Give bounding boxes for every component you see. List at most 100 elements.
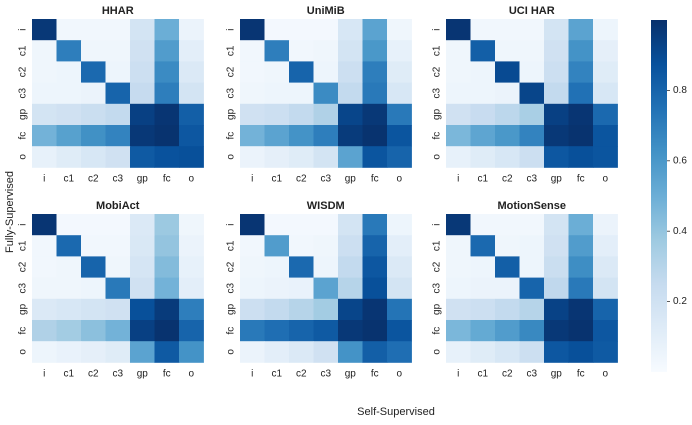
heatmap-cell bbox=[544, 103, 569, 126]
heatmap-cell bbox=[289, 214, 314, 236]
heatmap-cell bbox=[470, 40, 496, 62]
heatmap-cell bbox=[446, 146, 471, 168]
heatmap-cell bbox=[387, 146, 412, 168]
y-tick-label: c1 bbox=[432, 45, 443, 56]
heatmap-cell bbox=[81, 103, 106, 126]
heatmap-cell bbox=[289, 320, 314, 342]
heatmap-cell bbox=[387, 341, 412, 363]
x-tick-label: fc bbox=[577, 173, 585, 184]
heatmap-cell bbox=[338, 40, 363, 62]
heatmap-cell bbox=[446, 298, 471, 321]
heatmap-cell bbox=[544, 256, 569, 278]
heatmap-cell bbox=[338, 214, 363, 236]
y-tick-label: c3 bbox=[18, 282, 29, 293]
heatmap-cell bbox=[264, 125, 290, 147]
heatmap-cell bbox=[81, 19, 106, 41]
heatmap-cell bbox=[130, 40, 155, 62]
heatmap-cell bbox=[568, 19, 594, 41]
heatmap-cell bbox=[289, 19, 314, 41]
heatmap-cell bbox=[338, 61, 363, 83]
y-tick-label: i bbox=[226, 223, 237, 225]
heatmap-cell bbox=[446, 103, 471, 126]
heatmap-cell bbox=[289, 125, 314, 147]
panel-title: MobiAct bbox=[96, 200, 140, 212]
heatmap-cell bbox=[470, 341, 496, 363]
heatmap-cell bbox=[495, 103, 520, 126]
heatmap-cell bbox=[130, 235, 155, 257]
heatmap-cell bbox=[81, 277, 106, 300]
x-tick-label: c3 bbox=[320, 368, 331, 379]
x-tick-label: c3 bbox=[320, 173, 331, 184]
heatmap-cell bbox=[179, 82, 204, 105]
heatmap-cell bbox=[289, 341, 314, 363]
heatmap-cell bbox=[387, 277, 412, 300]
x-tick-label: gp bbox=[345, 368, 357, 379]
x-tick-label: o bbox=[602, 368, 608, 379]
heatmap-cell bbox=[154, 341, 180, 363]
heatmap-cell bbox=[240, 256, 265, 278]
heatmap-cell bbox=[240, 146, 265, 168]
heatmap-cell bbox=[495, 19, 520, 41]
heatmap-cell bbox=[313, 214, 339, 236]
heatmap-cell bbox=[519, 103, 545, 126]
heatmap-cell bbox=[362, 146, 388, 168]
heatmap-panels: HHAR i c1 c2 c3 gp fc o i c1 c2 c3 gp fc o UniMiB i c1 c2 c… bbox=[18, 5, 618, 379]
y-tick-label: c1 bbox=[18, 45, 29, 56]
heatmap-cell bbox=[289, 61, 314, 83]
x-tick-label: fc bbox=[371, 173, 379, 184]
x-tick-label: fc bbox=[371, 368, 379, 379]
heatmap-cell bbox=[81, 40, 106, 62]
x-tick-label: c1 bbox=[477, 173, 488, 184]
heatmap-cell bbox=[105, 82, 131, 105]
heatmap-cell bbox=[519, 61, 545, 83]
heatmap-cell bbox=[81, 82, 106, 105]
heatmap-cell bbox=[544, 298, 569, 321]
heatmap-cell bbox=[289, 82, 314, 105]
y-tick-label: o bbox=[432, 349, 443, 355]
heatmap-cell bbox=[32, 40, 57, 62]
heatmap-cell bbox=[179, 235, 204, 257]
heatmap-cell bbox=[105, 19, 131, 41]
x-tick-label: c2 bbox=[296, 173, 307, 184]
heatmap-cell bbox=[32, 235, 57, 257]
heatmap-cell bbox=[154, 320, 180, 342]
heatmap-cell bbox=[313, 277, 339, 300]
heatmap-cell bbox=[338, 298, 363, 321]
heatmap-cell bbox=[470, 19, 496, 41]
heatmap-cell bbox=[32, 125, 57, 147]
y-tick-label: fc bbox=[226, 132, 237, 140]
heatmap-cell bbox=[519, 298, 545, 321]
x-tick-label: c3 bbox=[526, 368, 537, 379]
heatmap-cell bbox=[544, 277, 569, 300]
heatmap-cell bbox=[289, 298, 314, 321]
y-tick-label: c3 bbox=[432, 282, 443, 293]
heatmap-cell bbox=[362, 61, 388, 83]
x-tick-label: c1 bbox=[271, 173, 282, 184]
x-tick-label: fc bbox=[163, 173, 171, 184]
heatmap-cell bbox=[105, 235, 131, 257]
heatmap-cell bbox=[593, 125, 618, 147]
heatmap-uci-har: UCI HAR i c1 c2 c3 gp fc o i c1 c2 c3 gp fc o bbox=[432, 5, 618, 184]
heatmap-wisdm: WISDM i c1 c2 c3 gp fc o i c1 c2 c3 gp fc o bbox=[226, 200, 412, 379]
heatmap-cell bbox=[154, 103, 180, 126]
heatmap-cell bbox=[495, 320, 520, 342]
heatmap-cell bbox=[446, 125, 471, 147]
heatmap-cell bbox=[154, 125, 180, 147]
heatmap-cell bbox=[179, 19, 204, 41]
heatmap-cell bbox=[179, 103, 204, 126]
heatmap-cell bbox=[544, 125, 569, 147]
y-tick-label: fc bbox=[18, 132, 29, 140]
heatmap-cell bbox=[338, 103, 363, 126]
heatmap-cell bbox=[313, 146, 339, 168]
heatmap-cell bbox=[240, 298, 265, 321]
heatmap-cell bbox=[313, 19, 339, 41]
heatmap-cell bbox=[519, 40, 545, 62]
y-tick-label: c2 bbox=[226, 261, 237, 272]
heatmap-cell bbox=[154, 256, 180, 278]
heatmap-cell bbox=[593, 61, 618, 83]
heatmap-cell bbox=[105, 103, 131, 126]
heatmap-cell bbox=[313, 298, 339, 321]
x-tick-label: fc bbox=[163, 368, 171, 379]
heatmap-mobiact: MobiAct i c1 c2 c3 gp fc o i c1 c2 c3 gp fc o bbox=[18, 200, 204, 379]
heatmap-cell bbox=[32, 214, 57, 236]
